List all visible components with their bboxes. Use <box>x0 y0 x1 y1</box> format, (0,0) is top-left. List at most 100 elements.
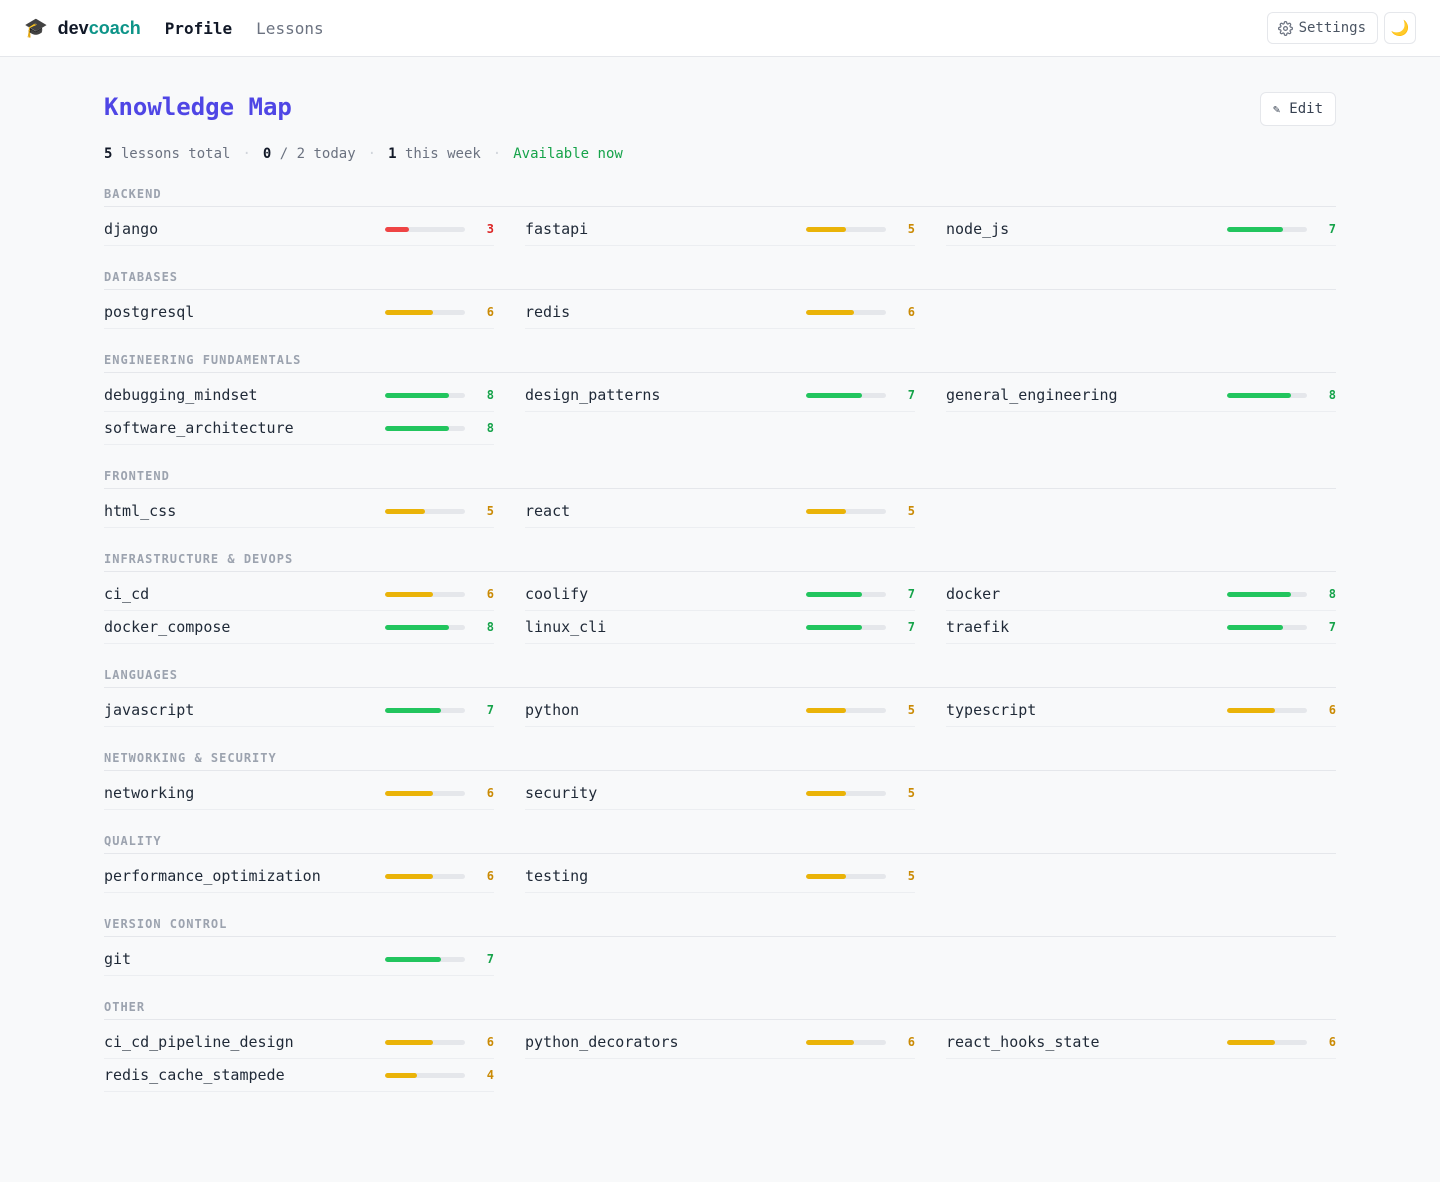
topic-grid: performance_optimization 6 testing 5 <box>104 860 1336 893</box>
score-bar-fill <box>1227 393 1291 398</box>
score-value: 5 <box>486 504 494 518</box>
top-navigation-bar: 🎓 dev coach Profile Lessons Settings 🌙 <box>0 0 1440 57</box>
topic-item-html-css[interactable]: html_css 5 <box>104 495 494 528</box>
score-bar-fill <box>385 310 433 315</box>
score-bar <box>385 227 465 232</box>
nav-link-lessons[interactable]: Lessons <box>256 18 324 38</box>
score-bar <box>385 393 465 398</box>
lessons-total-count: 5 <box>104 146 113 162</box>
score-value: 8 <box>486 620 494 634</box>
score-value: 6 <box>486 305 494 319</box>
topic-item-react-hooks-state[interactable]: react_hooks_state 6 <box>946 1026 1336 1059</box>
topic-name: traefik <box>946 618 1010 636</box>
score-bar-fill <box>806 509 846 514</box>
topic-name: html_css <box>104 502 177 520</box>
theme-toggle-button[interactable]: 🌙 <box>1384 12 1416 44</box>
settings-label: Settings <box>1298 20 1366 36</box>
today-label: / 2 today <box>279 146 356 162</box>
topic-item-debugging-mindset[interactable]: debugging_mindset 8 <box>104 379 494 412</box>
section-infrastructure-devops: INFRASTRUCTURE & DEVOPS ci_cd 6 coolify 7 doc… <box>104 552 1336 644</box>
score-bar-fill <box>806 393 862 398</box>
score-bar <box>385 1040 465 1045</box>
section-heading: QUALITY <box>104 834 1336 854</box>
topic-item-traefik[interactable]: traefik 7 <box>946 611 1336 644</box>
topic-item-javascript[interactable]: javascript 7 <box>104 694 494 727</box>
brand-logo[interactable]: 🎓 dev coach <box>24 18 141 39</box>
today-done-count: 0 <box>262 146 272 162</box>
topic-item-react[interactable]: react 5 <box>525 495 915 528</box>
score-bar <box>806 625 886 630</box>
section-heading: NETWORKING & SECURITY <box>104 751 1336 771</box>
topic-item-security[interactable]: security 5 <box>525 777 915 810</box>
score-value: 5 <box>907 786 915 800</box>
score-value: 6 <box>1328 1035 1336 1049</box>
score-bar <box>806 874 886 879</box>
topic-item-docker[interactable]: docker 8 <box>946 578 1336 611</box>
topic-item-software-architecture[interactable]: software_architecture 8 <box>104 412 494 445</box>
topic-item-linux-cli[interactable]: linux_cli 7 <box>525 611 915 644</box>
topic-item-node-js[interactable]: node_js 7 <box>946 213 1336 246</box>
topic-item-django[interactable]: django 3 <box>104 213 494 246</box>
topic-name: debugging_mindset <box>104 386 258 404</box>
topic-name: testing <box>525 867 589 885</box>
score-bar-fill <box>1227 1040 1275 1045</box>
topic-item-fastapi[interactable]: fastapi 5 <box>525 213 915 246</box>
gear-icon <box>1277 20 1293 36</box>
score-value: 7 <box>907 620 915 634</box>
score-bar <box>806 393 886 398</box>
title-row: Knowledge Map ✎ Edit <box>104 91 1336 126</box>
settings-button[interactable]: Settings <box>1266 12 1378 44</box>
topic-item-python-decorators[interactable]: python_decorators 6 <box>525 1026 915 1059</box>
topic-name: docker_compose <box>104 618 231 636</box>
topic-item-performance-optimization[interactable]: performance_optimization 6 <box>104 860 494 893</box>
score-value: 6 <box>486 587 494 601</box>
score-value: 4 <box>486 1068 494 1082</box>
score-bar <box>806 227 886 232</box>
score-bar <box>806 791 886 796</box>
topic-item-general-engineering[interactable]: general_engineering 8 <box>946 379 1336 412</box>
topic-item-ci-cd[interactable]: ci_cd 6 <box>104 578 494 611</box>
score-bar <box>385 592 465 597</box>
score-value: 7 <box>1328 222 1336 236</box>
topic-item-redis-cache-stampede[interactable]: redis_cache_stampede 4 <box>104 1059 494 1092</box>
knowledge-map-page: Knowledge Map ✎ Edit 5 lessons total · 0… <box>104 57 1336 1092</box>
section-heading: OTHER <box>104 1000 1336 1020</box>
topic-item-postgresql[interactable]: postgresql 6 <box>104 296 494 329</box>
score-bar-fill <box>806 310 854 315</box>
score-bar <box>385 509 465 514</box>
topic-item-coolify[interactable]: coolify 7 <box>525 578 915 611</box>
topic-item-git[interactable]: git 7 <box>104 943 494 976</box>
score-value: 7 <box>486 703 494 717</box>
topic-item-design-patterns[interactable]: design_patterns 7 <box>525 379 915 412</box>
topic-grid: html_css 5 react 5 <box>104 495 1336 528</box>
topic-grid: ci_cd 6 coolify 7 docker 8 docker_compose 8 linu… <box>104 578 1336 644</box>
topic-item-ci-cd-pipeline-design[interactable]: ci_cd_pipeline_design 6 <box>104 1026 494 1059</box>
topic-item-networking[interactable]: networking 6 <box>104 777 494 810</box>
topic-name: react_hooks_state <box>946 1033 1100 1051</box>
nav-link-profile[interactable]: Profile <box>164 18 233 38</box>
topic-name: general_engineering <box>946 386 1118 404</box>
score-bar <box>385 1073 465 1078</box>
topic-item-python[interactable]: python 5 <box>525 694 915 727</box>
moon-icon: 🌙 <box>1390 19 1410 37</box>
score-value: 7 <box>1328 620 1336 634</box>
section-heading: BACKEND <box>104 187 1336 207</box>
topic-name: networking <box>104 784 195 802</box>
score-value: 8 <box>1328 388 1336 402</box>
topic-name: design_patterns <box>525 386 661 404</box>
score-value: 6 <box>486 786 494 800</box>
topic-item-docker-compose[interactable]: docker_compose 8 <box>104 611 494 644</box>
topic-name: fastapi <box>525 220 589 238</box>
topic-name: django <box>104 220 159 238</box>
topic-item-typescript[interactable]: typescript 6 <box>946 694 1336 727</box>
topic-grid: git 7 <box>104 943 1336 976</box>
score-bar-fill <box>806 227 846 232</box>
score-value: 3 <box>486 222 494 236</box>
graduation-cap-icon: 🎓 <box>24 17 48 39</box>
topic-item-testing[interactable]: testing 5 <box>525 860 915 893</box>
topic-item-redis[interactable]: redis 6 <box>525 296 915 329</box>
score-bar <box>385 625 465 630</box>
score-bar-fill <box>806 592 862 597</box>
edit-button[interactable]: ✎ Edit <box>1260 92 1336 126</box>
topic-name: redis <box>525 303 571 321</box>
